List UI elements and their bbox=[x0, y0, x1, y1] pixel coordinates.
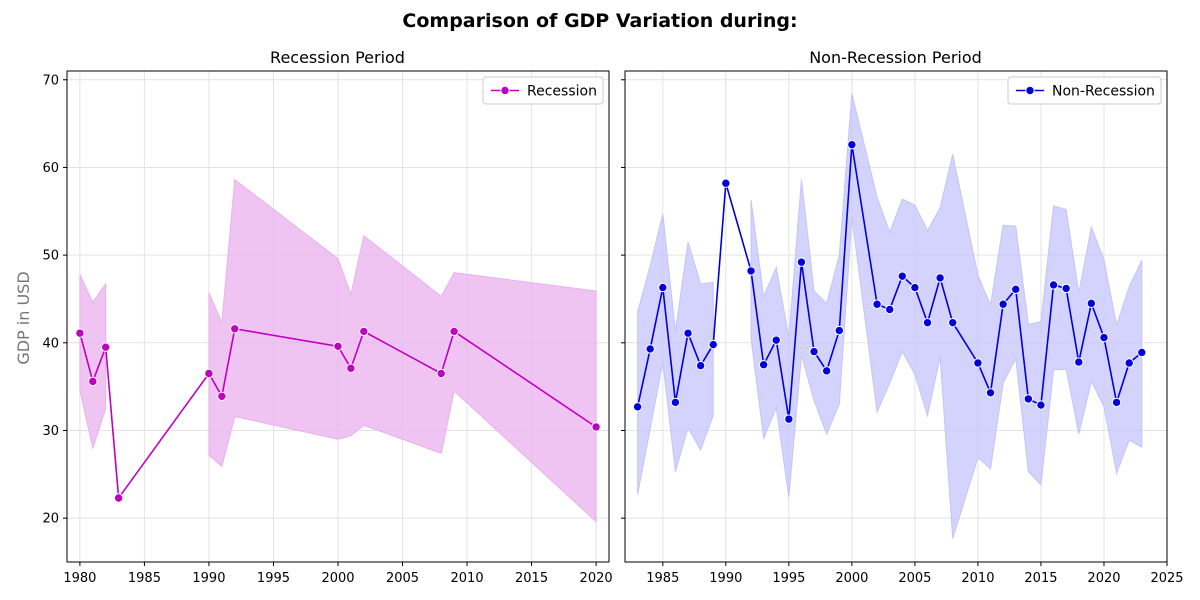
recession-x-tick-label: 2010 bbox=[451, 571, 484, 586]
recession-point bbox=[88, 376, 98, 387]
non-recession-point bbox=[1011, 284, 1021, 295]
non-recession-confidence-band bbox=[750, 93, 1143, 539]
recession-series-line bbox=[104, 347, 210, 501]
recession-y-tick-label: 40 bbox=[42, 336, 59, 351]
non-recession-point bbox=[796, 257, 807, 267]
non-recession-legend-marker bbox=[1025, 85, 1035, 96]
non-recession-point bbox=[670, 397, 681, 408]
non-recession-point bbox=[1048, 280, 1059, 290]
non-recession-point bbox=[721, 178, 731, 188]
non-recession-point bbox=[658, 282, 668, 293]
non-recession-point bbox=[1099, 332, 1109, 343]
recession-legend: Recession bbox=[482, 76, 604, 105]
recession-legend-box bbox=[482, 76, 604, 105]
non-recession-point bbox=[985, 388, 996, 398]
recession-confidence-band bbox=[208, 178, 597, 523]
non-recession-point bbox=[632, 402, 643, 412]
non-recession-point bbox=[695, 360, 706, 371]
y-axis-label: GDP in USD bbox=[14, 271, 33, 364]
recession-y-tick-label: 30 bbox=[42, 424, 59, 439]
non-recession-point bbox=[645, 344, 655, 354]
non-recession-legend: Non-Recession bbox=[1007, 76, 1162, 105]
non-recession-panel-title: Non-Recession Period bbox=[809, 48, 982, 67]
non-recession-point bbox=[746, 266, 756, 276]
recession-point bbox=[204, 368, 214, 379]
non-recession-point bbox=[809, 346, 819, 357]
non-recession-x-tick-label: 2015 bbox=[1024, 571, 1057, 586]
recession-point bbox=[449, 326, 459, 337]
non-recession-x-tick-label: 2010 bbox=[961, 571, 994, 586]
non-recession-point bbox=[1111, 397, 1122, 408]
non-recession-point bbox=[708, 339, 718, 350]
figure-title: Comparison of GDP Variation during: bbox=[402, 10, 797, 32]
non-recession-point bbox=[1036, 400, 1046, 410]
non-recession-point bbox=[897, 271, 908, 281]
recession-y-tick-label: 20 bbox=[42, 512, 59, 527]
non-recession-point bbox=[1137, 347, 1147, 358]
non-recession-point bbox=[1061, 283, 1071, 294]
non-recession-x-tick-label: 1985 bbox=[646, 571, 679, 586]
non-recession-point bbox=[922, 317, 933, 328]
non-recession-point bbox=[758, 360, 769, 370]
recession-point bbox=[101, 342, 111, 352]
recession-x-tick-label: 2020 bbox=[580, 571, 613, 586]
non-recession-point bbox=[1086, 298, 1097, 309]
non-recession-panel: Non-Recession Period 1985 1990 1995 2000 200… bbox=[621, 48, 1184, 586]
non-recession-point bbox=[935, 273, 945, 283]
non-recession-x-tick-label: 2000 bbox=[835, 571, 868, 586]
non-recession-x-tick-label: 1990 bbox=[709, 571, 742, 586]
non-recession-confidence-band bbox=[637, 213, 714, 495]
recession-y-tick-label: 50 bbox=[42, 249, 59, 264]
non-recession-x-tick-label: 1995 bbox=[772, 571, 805, 586]
recession-point bbox=[230, 324, 240, 334]
recession-x-tick-label: 2015 bbox=[515, 571, 548, 586]
recession-point bbox=[359, 326, 369, 337]
recession-x-tick-label: 1980 bbox=[63, 571, 96, 586]
non-recession-x-tick-label: 2025 bbox=[1150, 571, 1183, 586]
non-recession-x-tick-label: 2020 bbox=[1087, 571, 1120, 586]
recession-point bbox=[346, 363, 356, 373]
recession-x-tick-label: 1990 bbox=[192, 571, 225, 586]
non-recession-point bbox=[998, 299, 1008, 309]
recession-x-tick-label: 2005 bbox=[386, 571, 419, 586]
non-recession-point bbox=[973, 358, 983, 368]
recession-x-tick-label: 2000 bbox=[321, 571, 354, 586]
non-recession-point bbox=[784, 414, 794, 424]
recession-point bbox=[591, 422, 601, 432]
non-recession-point bbox=[884, 304, 895, 315]
recession-legend-label: Recession bbox=[527, 84, 597, 100]
recession-point bbox=[217, 391, 227, 401]
recession-point bbox=[333, 341, 343, 352]
recession-point bbox=[436, 368, 446, 379]
non-recession-legend-box bbox=[1007, 76, 1162, 105]
non-recession-point bbox=[948, 317, 958, 328]
non-recession-point bbox=[1074, 357, 1084, 367]
non-recession-point bbox=[821, 366, 832, 376]
non-recession-series-line bbox=[712, 183, 752, 345]
recession-point bbox=[113, 493, 124, 503]
non-recession-point bbox=[1124, 358, 1134, 368]
recession-confidence-band bbox=[79, 274, 107, 450]
non-recession-point bbox=[910, 282, 920, 293]
non-recession-point bbox=[872, 299, 882, 309]
recession-y-tick-label: 70 bbox=[42, 73, 59, 88]
non-recession-point bbox=[771, 335, 781, 345]
recession-y-tick-label: 60 bbox=[42, 161, 59, 176]
non-recession-point bbox=[847, 139, 857, 150]
recession-point bbox=[75, 328, 85, 338]
recession-panel: Recession Period 1980 1985 1990 1995 2000 200… bbox=[42, 48, 612, 586]
non-recession-x-tick-label: 2005 bbox=[898, 571, 931, 586]
non-recession-legend-label: Non-Recession bbox=[1052, 84, 1155, 100]
non-recession-point bbox=[834, 325, 844, 336]
non-recession-series-line bbox=[750, 144, 1143, 420]
recession-legend-marker bbox=[500, 85, 510, 96]
recession-x-tick-label: 1985 bbox=[128, 571, 161, 586]
non-recession-axes-frame bbox=[624, 70, 1168, 563]
non-recession-point bbox=[1023, 394, 1034, 404]
recession-x-tick-label: 1995 bbox=[257, 571, 290, 586]
non-recession-point bbox=[683, 328, 693, 338]
recession-panel-title: Recession Period bbox=[270, 48, 405, 67]
